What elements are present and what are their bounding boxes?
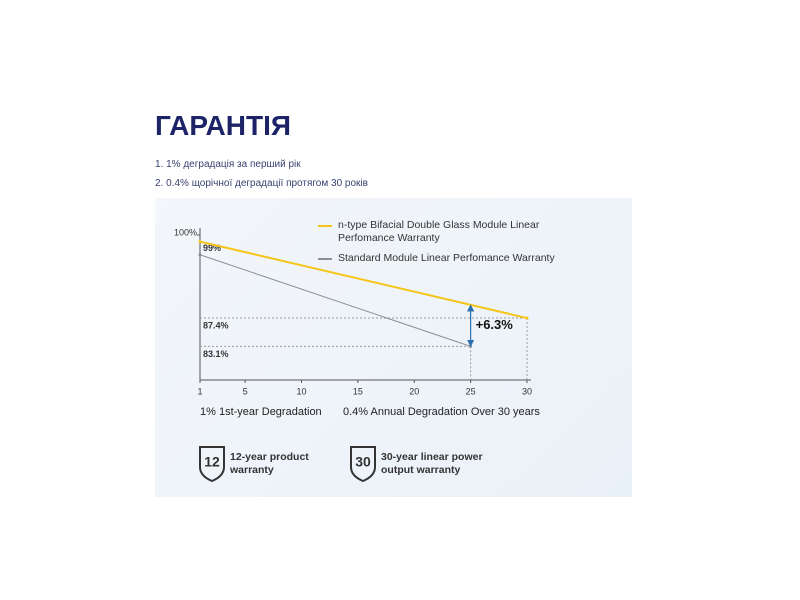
x-tick-label: 20 — [409, 386, 419, 396]
caption: 1% 1st-year Degradation — [200, 406, 322, 418]
x-tick-label: 10 — [296, 386, 306, 396]
badge-icon — [350, 446, 376, 483]
badge-text: 30-year linear power output warranty — [381, 451, 483, 476]
reference-label: 99% — [203, 243, 221, 253]
series-line — [199, 254, 471, 347]
y-tick-label: 100% — [174, 227, 197, 237]
legend-entry: n-type Bifacial Double Glass Module Line… — [318, 219, 578, 245]
badge-text: 12-year product warranty — [230, 451, 309, 476]
x-tick-label: 1 — [197, 386, 202, 396]
badge-number: 30 — [355, 454, 371, 470]
x-tick-label: 15 — [353, 386, 363, 396]
legend-label: n-type Bifacial Double Glass Module Line… — [338, 219, 540, 244]
list-item: 2. 0.4% щорічної деградації протягом 30 … — [155, 178, 368, 189]
reference-label: 83.1% — [203, 349, 229, 359]
x-tick-label: 25 — [466, 386, 476, 396]
page-title: ГАРАНТІЯ — [155, 110, 291, 141]
badge-number: 12 — [204, 454, 220, 470]
x-tick-label: 30 — [522, 386, 532, 396]
gap-label: +6.3% — [476, 317, 514, 332]
chart-panel — [155, 198, 632, 497]
legend-label: Standard Module Linear Perfomance Warran… — [338, 252, 555, 264]
legend-entry: Standard Module Linear Perfomance Warran… — [318, 252, 578, 265]
caption: 0.4% Annual Degradation Over 30 years — [343, 406, 540, 418]
point — [198, 253, 202, 257]
point — [198, 240, 202, 244]
list-item: 1. 1% деградація за перший рік — [155, 159, 301, 170]
reference-label: 87.4% — [203, 320, 229, 330]
point — [525, 316, 529, 320]
point — [469, 344, 473, 348]
x-tick-label: 5 — [243, 386, 248, 396]
badge-icon — [199, 446, 225, 483]
